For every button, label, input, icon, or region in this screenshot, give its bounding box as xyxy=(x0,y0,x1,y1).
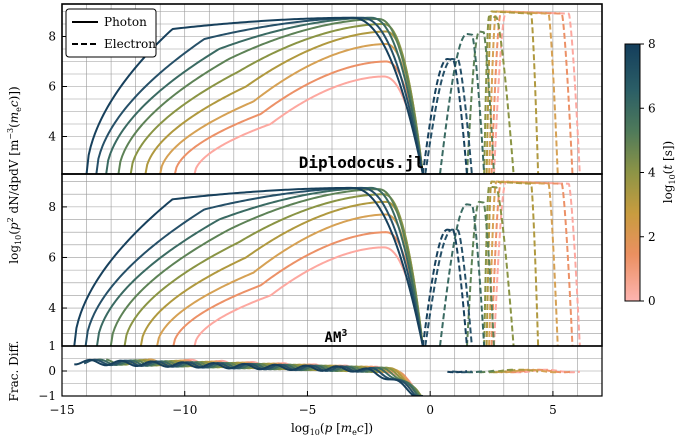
x-tick-label: 0 xyxy=(426,403,434,417)
fracdiff-electron-t4 xyxy=(489,368,514,374)
fracdiff-electron-t8 xyxy=(447,370,468,374)
fracdiff-electron-t1 xyxy=(501,368,573,374)
electron-line-t8 xyxy=(421,57,468,174)
colorbar-ticks: 0 2 4 6 8 xyxy=(640,37,656,308)
x-tick-label: −15 xyxy=(49,403,74,417)
photon-line-t2 xyxy=(156,213,424,346)
fracdiff-photon-t5 xyxy=(105,358,422,396)
y-axis-label-frac: Frac. Diff. xyxy=(7,341,21,402)
y-tick-label: 4 xyxy=(48,130,56,144)
colorbar-tick-label: 0 xyxy=(648,294,656,308)
photon-line-t8 xyxy=(73,186,424,346)
x-axis-label: log10(p [mec]) xyxy=(291,421,373,437)
photon-line-t6 xyxy=(95,186,422,346)
panel-diplodocus-series xyxy=(85,10,581,174)
fracdiff-photon-t6 xyxy=(93,358,421,396)
electron-line-t8 xyxy=(421,228,468,346)
electron-line-t5 xyxy=(466,200,495,346)
fracdiff-electron-t6 xyxy=(466,369,485,374)
panel-label-am3: AM3 xyxy=(325,328,348,346)
photon-line-t2 xyxy=(159,43,424,174)
y-tick-label: 4 xyxy=(48,301,56,315)
colorbar: 0 2 4 6 8 log10(t [s]) xyxy=(624,37,677,308)
photon-line-t6 xyxy=(105,16,422,174)
photon-line-t4 xyxy=(123,193,424,346)
colorbar-tick-label: 8 xyxy=(648,37,656,51)
y-tick-label: 6 xyxy=(48,80,56,94)
electron-line-t3 xyxy=(485,10,540,174)
photon-line-t4 xyxy=(129,23,424,174)
electron-line-t4 xyxy=(483,15,515,174)
fracdiff-electron-t3 xyxy=(491,368,539,374)
photon-line-t0 xyxy=(193,75,424,174)
panel-label-diplodocus: Diplodocus.jl xyxy=(299,153,424,172)
electron-line-t6 xyxy=(439,203,486,346)
colorbar-label: log10(t [s]) xyxy=(661,141,677,203)
electron-line-t7 xyxy=(424,58,473,174)
panel-fracdiff-series xyxy=(74,358,581,396)
x-tick-label: 5 xyxy=(549,403,557,417)
photon-line-t8 xyxy=(85,16,424,174)
electron-line-t3 xyxy=(485,180,540,346)
colorbar-tick-label: 4 xyxy=(648,166,656,180)
photon-line-t7 xyxy=(95,16,422,174)
fracdiff-electron-t2 xyxy=(496,368,558,374)
electron-line-t4 xyxy=(483,185,515,346)
fracdiff-photon-t8 xyxy=(74,358,423,396)
y-axis-label-main: log10(p2 dN/dpdV [m−3(mec)]) xyxy=(6,86,23,263)
photon-line-t5 xyxy=(117,18,424,174)
panel-am3-series xyxy=(73,180,581,346)
legend-photon-label: Photon xyxy=(104,15,147,29)
electron-line-t2 xyxy=(488,180,559,346)
x-tick-label: −5 xyxy=(299,403,317,417)
electron-line-t0 xyxy=(493,10,581,174)
photon-line-t1 xyxy=(173,60,424,174)
y-tick-label: 0 xyxy=(48,364,56,378)
x-tick-label: −10 xyxy=(172,403,197,417)
y-tick-label: −1 xyxy=(38,389,56,403)
electron-line-t5 xyxy=(466,30,495,174)
legend-electron-label: Electron xyxy=(104,37,156,51)
photon-line-t7 xyxy=(84,186,422,346)
colorbar-tick-label: 2 xyxy=(648,230,656,244)
photon-line-t0 xyxy=(193,246,424,346)
colorbar-gradient xyxy=(624,43,641,302)
electron-line-t6 xyxy=(439,33,486,174)
y-tick-label: 8 xyxy=(48,30,56,44)
panel-label-am3-base: AM xyxy=(325,330,342,346)
y-tick-label: 6 xyxy=(48,250,56,264)
electron-line-t7 xyxy=(424,228,473,346)
labels-layer: Diplodocus.jl AM3 xyxy=(299,153,424,346)
legend: Photon Electron xyxy=(65,8,157,58)
photon-line-t1 xyxy=(172,231,424,346)
y-tick-label: 1 xyxy=(48,339,56,353)
panel-label-am3-sup: 3 xyxy=(341,328,347,339)
colorbar-tick-label: 6 xyxy=(648,101,656,115)
series-layer xyxy=(73,10,581,396)
y-tick-label: 8 xyxy=(48,200,56,214)
